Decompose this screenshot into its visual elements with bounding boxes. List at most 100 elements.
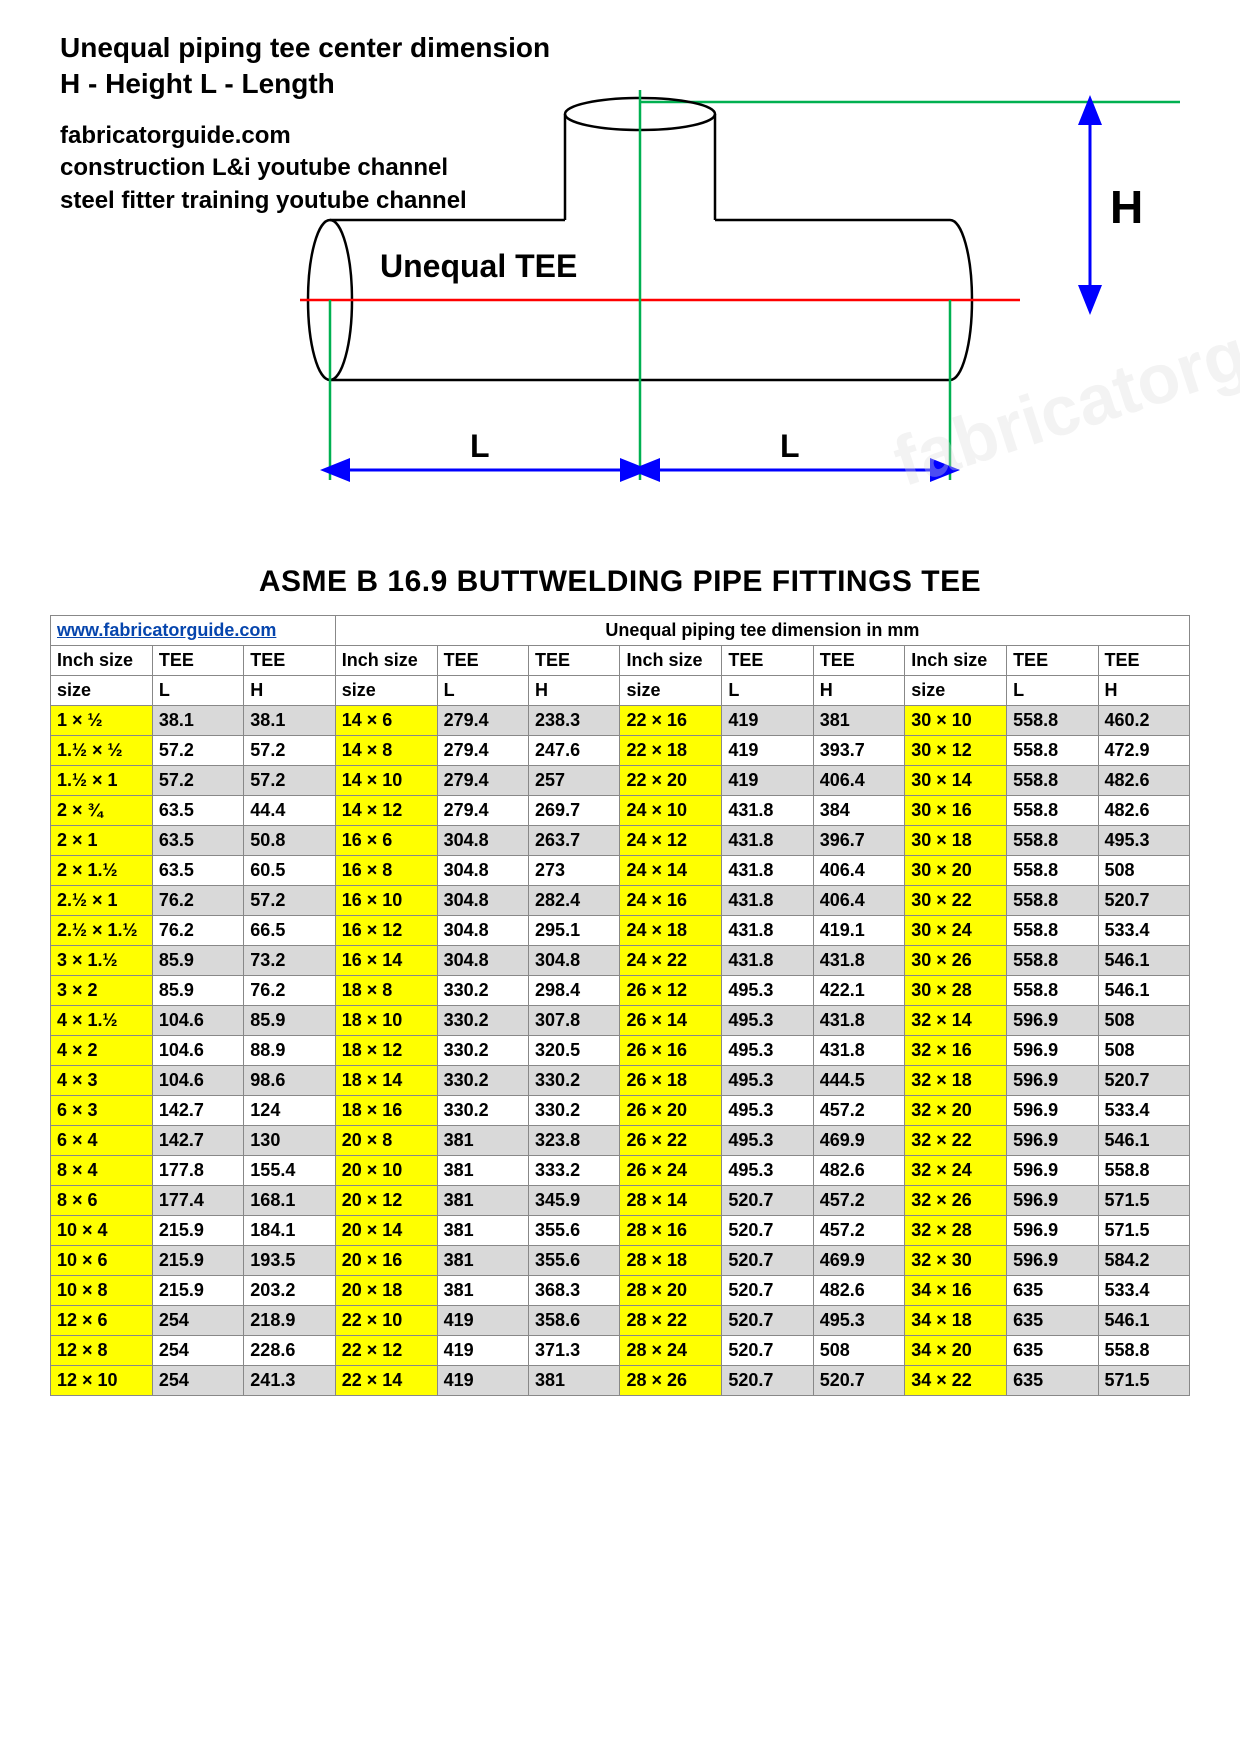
cell-size: 1.½ × ½ <box>51 736 153 766</box>
cell-size: 30 × 18 <box>905 826 1007 856</box>
cell-value: 635 <box>1007 1336 1098 1366</box>
cell-value: 304.8 <box>529 946 620 976</box>
cell-value: 57.2 <box>152 736 243 766</box>
cell-size: 10 × 6 <box>51 1246 153 1276</box>
table-caption: Unequal piping tee dimension in mm <box>335 616 1189 646</box>
table-row: 3 × 285.976.218 × 8330.2298.426 × 12495.… <box>51 976 1190 1006</box>
cell-value: 520.7 <box>1098 1066 1190 1096</box>
cell-value: 228.6 <box>244 1336 335 1366</box>
cell-value: 393.7 <box>813 736 904 766</box>
cell-value: 469.9 <box>813 1126 904 1156</box>
cell-value: 218.9 <box>244 1306 335 1336</box>
cell-value: 254 <box>152 1336 243 1366</box>
cell-value: 254 <box>152 1306 243 1336</box>
cell-size: 32 × 14 <box>905 1006 1007 1036</box>
cell-size: 22 × 10 <box>335 1306 437 1336</box>
cell-value: 193.5 <box>244 1246 335 1276</box>
cell-value: 73.2 <box>244 946 335 976</box>
cell-value: 558.8 <box>1007 946 1098 976</box>
cell-value: 104.6 <box>152 1036 243 1066</box>
cell-value: 142.7 <box>152 1096 243 1126</box>
cell-size: 18 × 12 <box>335 1036 437 1066</box>
cell-value: 269.7 <box>529 796 620 826</box>
cell-value: 381 <box>437 1126 528 1156</box>
cell-value: 241.3 <box>244 1366 335 1396</box>
cell-size: 22 × 20 <box>620 766 722 796</box>
cell-value: 558.8 <box>1007 736 1098 766</box>
cell-value: 419 <box>437 1306 528 1336</box>
table-row: 10 × 6215.9193.520 × 16381355.628 × 1852… <box>51 1246 1190 1276</box>
cell-size: 30 × 28 <box>905 976 1007 1006</box>
cell-size: 18 × 8 <box>335 976 437 1006</box>
cell-size: 14 × 10 <box>335 766 437 796</box>
cell-value: 533.4 <box>1098 1276 1190 1306</box>
cell-size: 2.½ × 1.½ <box>51 916 153 946</box>
cell-size: 18 × 10 <box>335 1006 437 1036</box>
cell-value: 381 <box>529 1366 620 1396</box>
table-row: 12 × 10254241.322 × 1441938128 × 26520.7… <box>51 1366 1190 1396</box>
cell-size: 4 × 3 <box>51 1066 153 1096</box>
cell-value: 215.9 <box>152 1246 243 1276</box>
col-header-size: Inch size <box>905 646 1007 676</box>
source-link[interactable]: www.fabricatorguide.com <box>57 620 276 640</box>
cell-value: 558.8 <box>1098 1156 1190 1186</box>
cell-value: 472.9 <box>1098 736 1190 766</box>
cell-size: 24 × 12 <box>620 826 722 856</box>
cell-value: 85.9 <box>244 1006 335 1036</box>
cell-value: 558.8 <box>1007 856 1098 886</box>
cell-value: 304.8 <box>437 826 528 856</box>
cell-size: 8 × 6 <box>51 1186 153 1216</box>
cell-value: 381 <box>437 1246 528 1276</box>
cell-value: 558.8 <box>1007 766 1098 796</box>
cell-size: 30 × 10 <box>905 706 1007 736</box>
cell-value: 396.7 <box>813 826 904 856</box>
cell-size: 32 × 22 <box>905 1126 1007 1156</box>
cell-value: 184.1 <box>244 1216 335 1246</box>
title-line-1: Unequal piping tee center dimension <box>60 30 550 66</box>
cell-size: 32 × 20 <box>905 1096 1007 1126</box>
dimension-table: www.fabricatorguide.com Unequal piping te… <box>50 615 1190 1396</box>
cell-size: 34 × 18 <box>905 1306 1007 1336</box>
col-subheader-l: L <box>722 676 813 706</box>
cell-value: 596.9 <box>1007 1096 1098 1126</box>
cell-value: 431.8 <box>722 796 813 826</box>
cell-value: 558.8 <box>1007 976 1098 1006</box>
col-header-size: Inch size <box>620 646 722 676</box>
table-row: 4 × 2104.688.918 × 12330.2320.526 × 1649… <box>51 1036 1190 1066</box>
cell-size: 16 × 10 <box>335 886 437 916</box>
cell-value: 330.2 <box>437 1066 528 1096</box>
col-subheader-h: H <box>244 676 335 706</box>
cell-value: 215.9 <box>152 1216 243 1246</box>
cell-value: 495.3 <box>722 1036 813 1066</box>
cell-value: 431.8 <box>813 946 904 976</box>
cell-value: 635 <box>1007 1276 1098 1306</box>
cell-value: 38.1 <box>152 706 243 736</box>
col-header-tee: TEE <box>722 646 813 676</box>
cell-size: 26 × 12 <box>620 976 722 1006</box>
cell-size: 12 × 6 <box>51 1306 153 1336</box>
cell-size: 20 × 8 <box>335 1126 437 1156</box>
cell-value: 457.2 <box>813 1216 904 1246</box>
cell-value: 558.8 <box>1007 886 1098 916</box>
cell-size: 14 × 12 <box>335 796 437 826</box>
cell-value: 520.7 <box>722 1276 813 1306</box>
cell-size: 24 × 18 <box>620 916 722 946</box>
cell-value: 333.2 <box>529 1156 620 1186</box>
table-row: 8 × 4177.8155.420 × 10381333.226 × 24495… <box>51 1156 1190 1186</box>
cell-value: 533.4 <box>1098 1096 1190 1126</box>
cell-value: 320.5 <box>529 1036 620 1066</box>
cell-value: 76.2 <box>152 916 243 946</box>
col-subheader-size: size <box>51 676 153 706</box>
table-row: 10 × 4215.9184.120 × 14381355.628 × 1652… <box>51 1216 1190 1246</box>
cell-value: 323.8 <box>529 1126 620 1156</box>
cell-size: 30 × 14 <box>905 766 1007 796</box>
cell-value: 254 <box>152 1366 243 1396</box>
cell-size: 26 × 24 <box>620 1156 722 1186</box>
cell-size: 2 × 1.½ <box>51 856 153 886</box>
cell-value: 482.6 <box>813 1276 904 1306</box>
cell-size: 28 × 18 <box>620 1246 722 1276</box>
cell-value: 44.4 <box>244 796 335 826</box>
cell-size: 4 × 2 <box>51 1036 153 1066</box>
cell-value: 368.3 <box>529 1276 620 1306</box>
cell-value: 520.7 <box>722 1336 813 1366</box>
